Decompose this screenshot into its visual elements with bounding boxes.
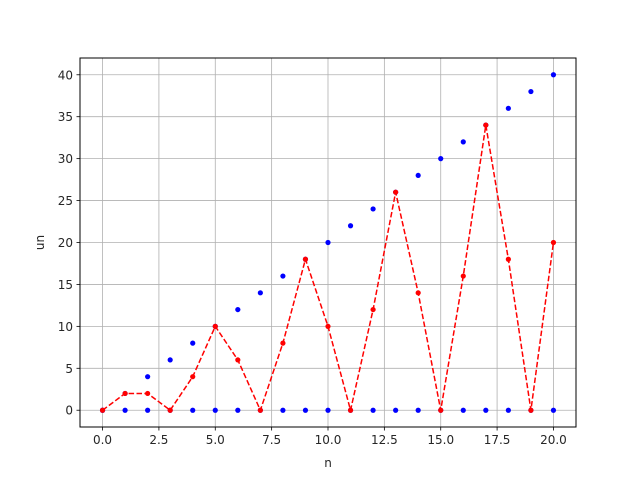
series-2-point — [528, 407, 534, 413]
y-tick-label: 20 — [58, 236, 73, 250]
x-tick-label: 5.0 — [206, 433, 225, 447]
series-layer — [99, 72, 557, 413]
series-1-point — [460, 407, 466, 413]
series-2-point — [280, 340, 286, 346]
y-tick-label: 30 — [58, 152, 73, 166]
series-2-point — [550, 239, 557, 246]
series-2-point — [302, 256, 309, 262]
series-0-point — [190, 340, 196, 346]
x-tick-label: 0.0 — [93, 433, 112, 447]
x-tick-label: 2.5 — [149, 433, 168, 447]
series-2-point — [212, 323, 218, 329]
series-1-point — [505, 407, 511, 413]
series-0-point — [325, 239, 331, 246]
series-2-point — [122, 390, 128, 397]
series-2-point — [438, 407, 444, 413]
series-0-point — [415, 172, 421, 179]
series-1-point — [212, 407, 218, 413]
series-1-point — [280, 407, 286, 413]
series-1-point — [415, 407, 421, 413]
series-1-point — [122, 407, 128, 413]
series-2-point — [415, 290, 421, 296]
y-axis-label: un — [33, 235, 47, 250]
series-2-point — [393, 189, 399, 195]
series-1-point — [302, 407, 309, 413]
series-0-point — [528, 88, 534, 95]
series-2-point — [145, 390, 151, 397]
series-2-point — [257, 407, 263, 413]
x-tick-label: 10.0 — [315, 433, 342, 447]
series-1-point — [393, 407, 399, 413]
series-0-point — [235, 306, 241, 313]
ticks: 0.0 2.5 5.0 7.5 10.0 12.5 15.0 17.5 20.0 0 5 10 15 20… — [58, 68, 567, 447]
x-tick-label: 17.5 — [484, 433, 511, 447]
series-1-point — [235, 407, 241, 413]
series-2-point — [370, 306, 376, 313]
series-1-point — [550, 407, 557, 413]
series-0-point — [550, 72, 557, 78]
series-0-point — [167, 357, 173, 363]
x-tick-label: 20.0 — [540, 433, 567, 447]
series-0-point — [280, 273, 286, 279]
series-2-point — [505, 256, 511, 262]
series-2-point — [235, 357, 241, 363]
x-tick-label: 15.0 — [427, 433, 454, 447]
y-tick-label: 0 — [65, 404, 73, 418]
series-2-point — [347, 407, 354, 413]
y-tick-label: 15 — [58, 278, 73, 292]
series-2-point — [190, 374, 196, 380]
series-2-point — [99, 407, 106, 413]
series-0-point — [370, 206, 376, 212]
series-2-point — [167, 407, 173, 413]
series-0-point — [145, 374, 151, 380]
series-2-point — [483, 122, 489, 128]
y-tick-label: 35 — [58, 110, 73, 124]
y-tick-label: 5 — [65, 362, 73, 376]
x-tick-label: 7.5 — [262, 433, 281, 447]
series-1-point — [190, 407, 196, 413]
y-tick-label: 25 — [58, 194, 73, 208]
series-0-point — [460, 139, 466, 145]
series-0-point — [257, 290, 263, 296]
series-0-point — [438, 156, 444, 162]
series-1-point — [145, 407, 151, 413]
x-axis-label: n — [324, 456, 332, 470]
series-2-point — [325, 323, 331, 329]
series-2-point — [460, 273, 466, 279]
series-1-point — [325, 407, 331, 413]
y-tick-label: 10 — [58, 320, 73, 334]
series-0-point — [347, 223, 354, 229]
series-1-point — [483, 407, 489, 413]
series-1-point — [370, 407, 376, 413]
y-tick-label: 40 — [58, 68, 73, 82]
series-0-point — [505, 105, 511, 111]
x-tick-label: 12.5 — [371, 433, 398, 447]
